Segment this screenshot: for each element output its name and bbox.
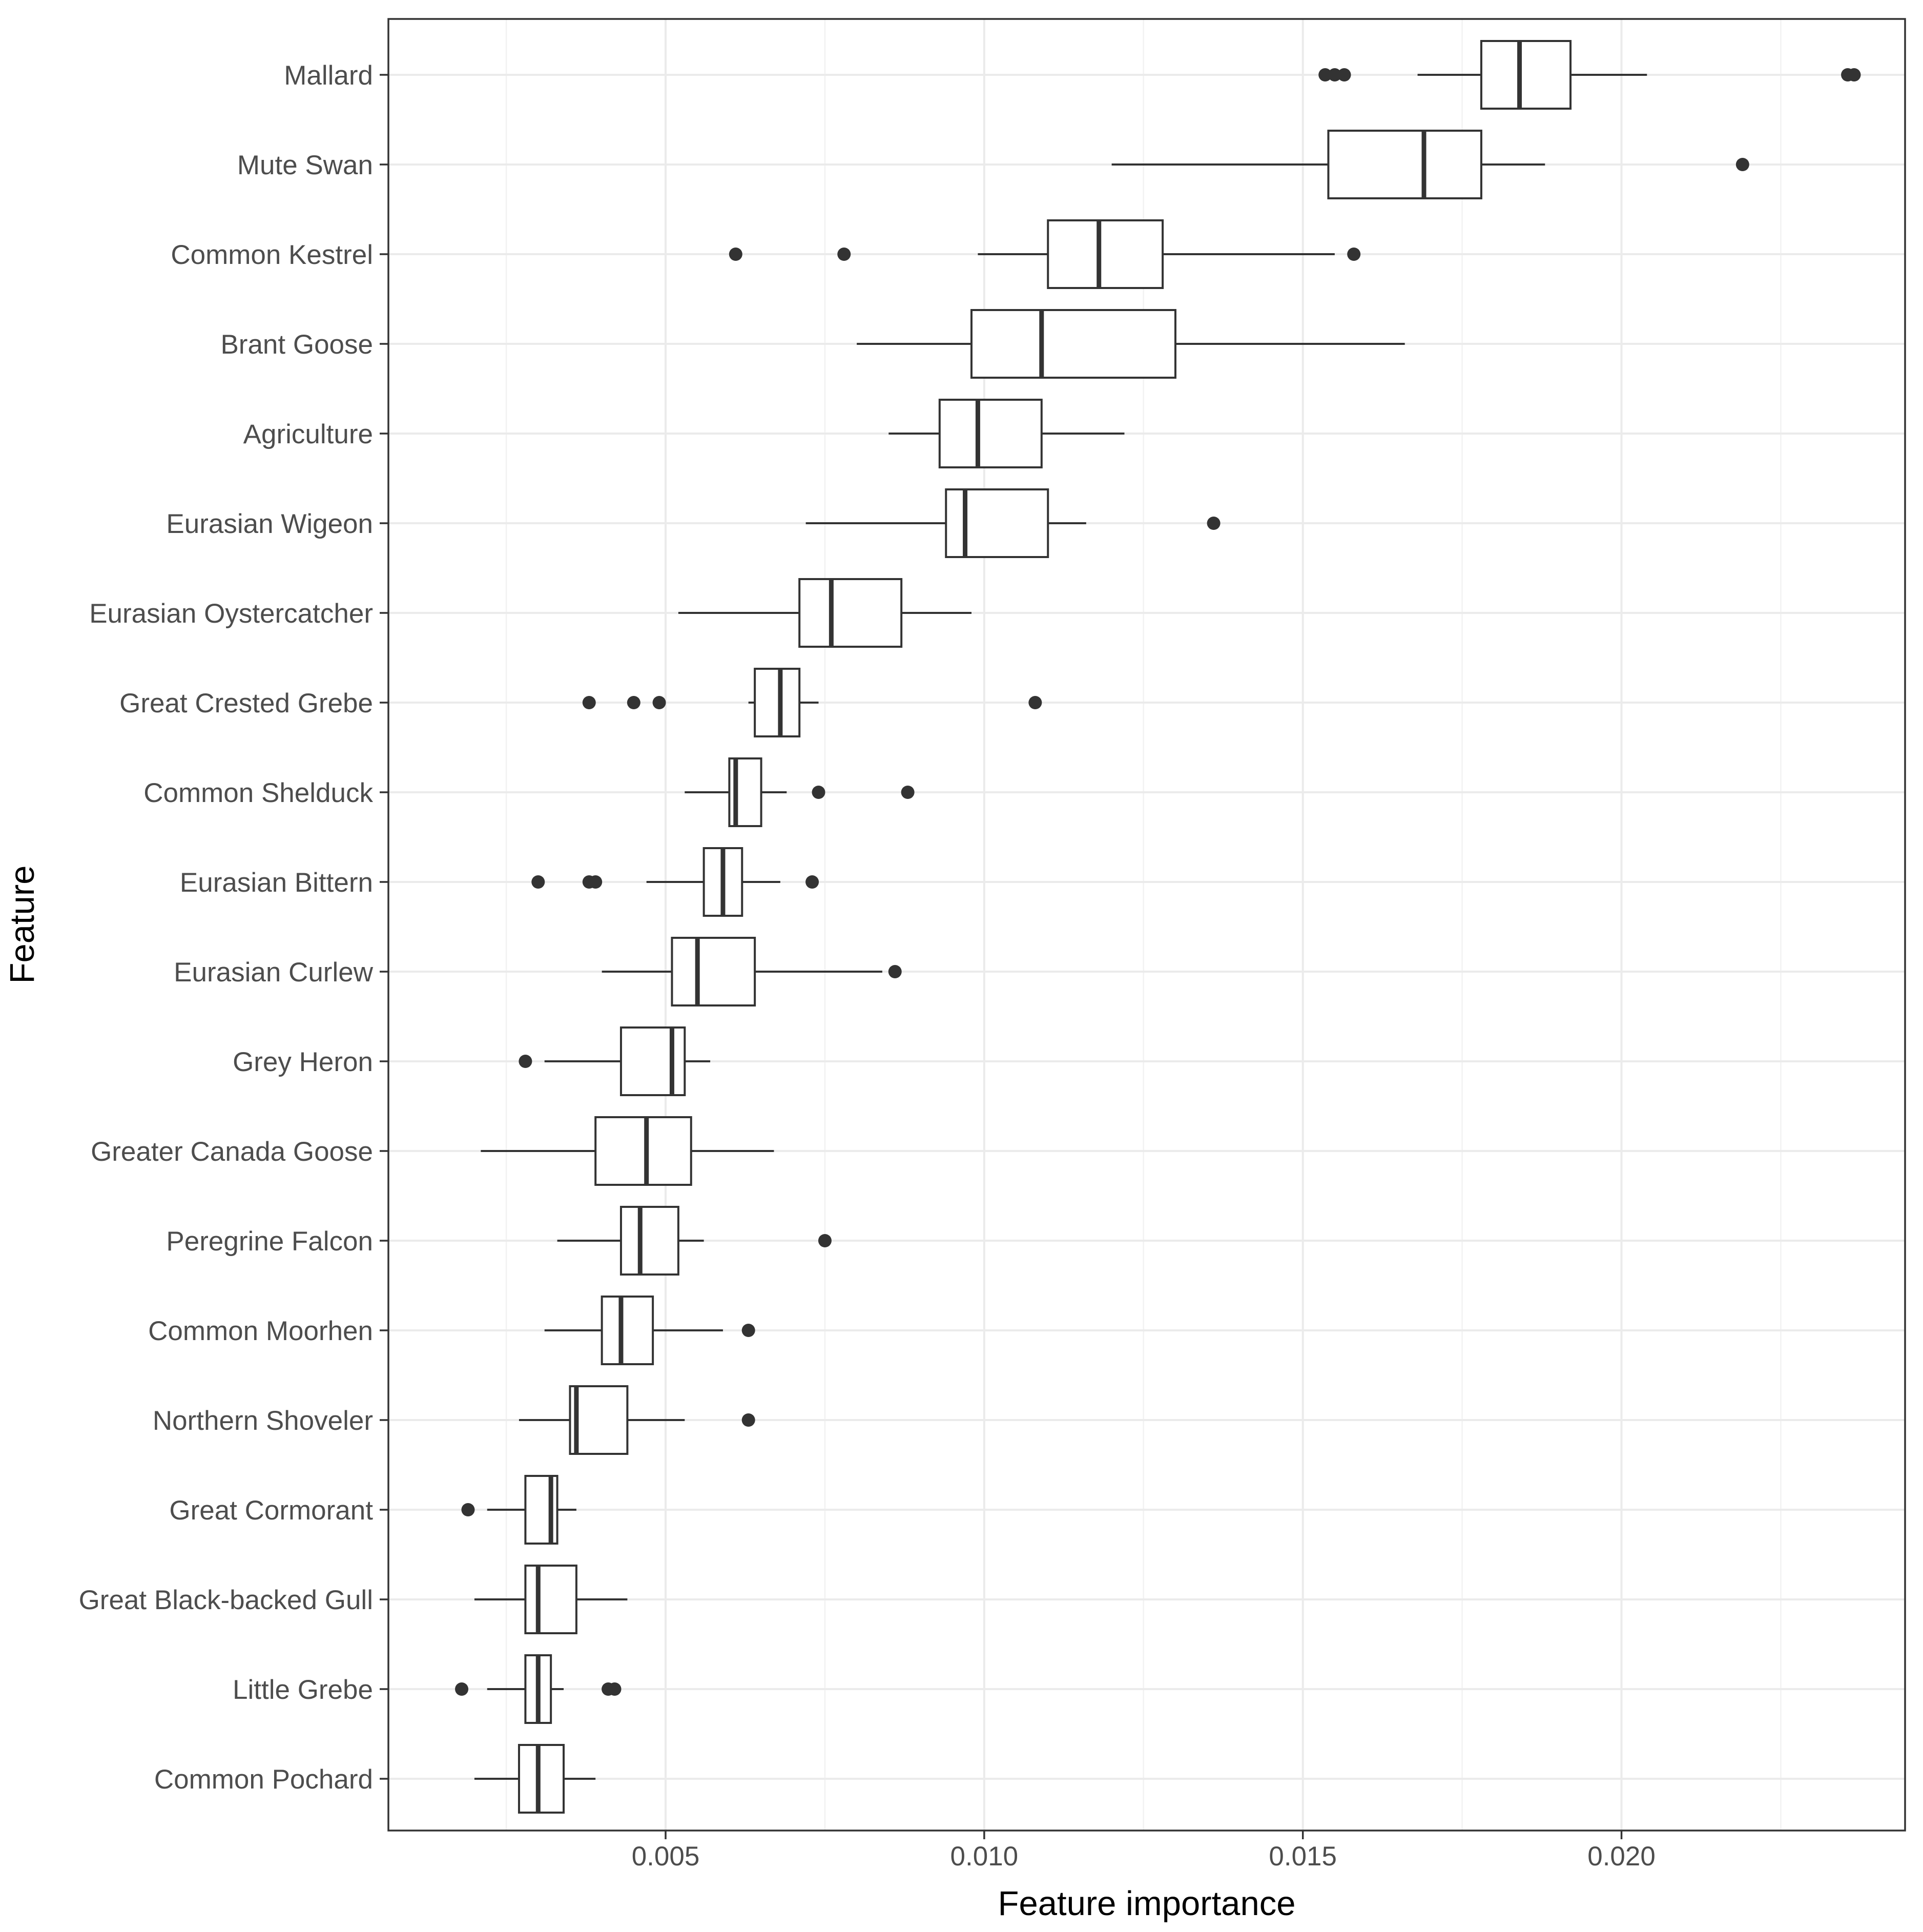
y-tick-label: Little Grebe bbox=[233, 1675, 373, 1705]
outlier-point bbox=[818, 1234, 832, 1247]
y-tick-label: Common Moorhen bbox=[148, 1316, 373, 1346]
outlier-point bbox=[1847, 68, 1861, 81]
y-tick-label: Grey Heron bbox=[233, 1047, 373, 1077]
iqr-box bbox=[619, 1206, 679, 1276]
y-tick-label: Great Black-backed Gull bbox=[79, 1585, 373, 1615]
boxes bbox=[455, 40, 1861, 1814]
y-tick-label: Peregrine Falcon bbox=[166, 1226, 373, 1257]
iqr-box bbox=[1327, 130, 1482, 199]
y-tick-label: Common Shelduck bbox=[143, 778, 373, 808]
outlier-point bbox=[608, 1682, 622, 1696]
y-axis-title: Feature bbox=[3, 866, 42, 984]
iqr-box bbox=[601, 1296, 654, 1365]
y-tick-label: Northern Shoveler bbox=[153, 1406, 373, 1436]
y-tick-label: Eurasian Oystercatcher bbox=[89, 599, 373, 629]
iqr-box bbox=[671, 937, 756, 1006]
iqr-box bbox=[945, 488, 1049, 558]
box-common-kestrel bbox=[729, 219, 1361, 289]
y-tick-label: Brant Goose bbox=[220, 330, 373, 360]
y-tick-label: Eurasian Wigeon bbox=[166, 509, 373, 539]
outlier-point bbox=[901, 786, 915, 799]
outlier-point bbox=[582, 696, 596, 709]
y-tick-label: Agriculture bbox=[243, 419, 373, 449]
y-tick-label: Mute Swan bbox=[237, 150, 373, 180]
outlier-point bbox=[1207, 517, 1221, 530]
box-mallard bbox=[1318, 40, 1861, 110]
y-tick-label: Eurasian Curlew bbox=[174, 957, 374, 988]
box-eurasian-oystercatcher bbox=[678, 578, 971, 648]
box-common-shelduck bbox=[685, 757, 915, 827]
y-tick-label: Common Kestrel bbox=[171, 240, 373, 270]
outlier-point bbox=[531, 875, 545, 889]
outlier-point bbox=[1337, 68, 1351, 81]
outlier-point bbox=[652, 696, 666, 709]
y-tick-label: Great Cormorant bbox=[169, 1495, 373, 1526]
box-great-black-backed-gull bbox=[474, 1565, 628, 1634]
box-common-pochard bbox=[474, 1744, 596, 1814]
box-great-crested-grebe bbox=[582, 668, 1042, 737]
panel-border bbox=[387, 18, 1906, 1832]
outlier-point bbox=[627, 696, 640, 709]
outlier-point bbox=[1328, 68, 1341, 81]
outlier-point bbox=[519, 1055, 532, 1068]
y-tick-label: Great Crested Grebe bbox=[119, 688, 373, 718]
box-eurasian-wigeon bbox=[805, 488, 1221, 558]
box-mute-swan bbox=[1111, 130, 1749, 199]
box-northern-shoveler bbox=[519, 1385, 755, 1455]
outlier-point bbox=[461, 1503, 475, 1516]
iqr-box bbox=[754, 668, 801, 737]
box-eurasian-curlew bbox=[602, 937, 902, 1006]
box-brant-goose bbox=[857, 309, 1405, 379]
box-eurasian-bittern bbox=[531, 847, 819, 917]
x-tick-label: 0.015 bbox=[1269, 1841, 1337, 1872]
box-little-grebe bbox=[455, 1654, 622, 1724]
y-tick-label: Common Pochard bbox=[154, 1764, 373, 1795]
iqr-box bbox=[798, 578, 903, 648]
outlier-point bbox=[812, 786, 825, 799]
outlier-point bbox=[888, 965, 902, 978]
iqr-box bbox=[524, 1565, 577, 1634]
outlier-point bbox=[741, 1413, 755, 1427]
outlier-point bbox=[837, 248, 851, 261]
y-tick-label: Eurasian Bittern bbox=[180, 868, 373, 898]
iqr-box bbox=[1480, 40, 1572, 110]
outlier-point bbox=[805, 875, 819, 889]
outlier-point bbox=[1347, 248, 1361, 261]
x-tick-label: 0.010 bbox=[950, 1841, 1019, 1872]
y-tick-label: Greater Canada Goose bbox=[91, 1137, 373, 1167]
outlier-point bbox=[455, 1682, 469, 1696]
box-common-moorhen bbox=[544, 1296, 755, 1365]
iqr-box bbox=[1047, 219, 1164, 289]
outlier-point bbox=[1318, 68, 1332, 81]
outlier-point bbox=[589, 875, 603, 889]
box-peregrine-falcon bbox=[557, 1206, 832, 1276]
iqr-box bbox=[594, 1116, 692, 1186]
box-great-cormorant bbox=[461, 1475, 576, 1545]
outlier-point bbox=[1028, 696, 1042, 709]
iqr-box bbox=[619, 1026, 686, 1096]
x-axis-title: Feature importance bbox=[998, 1884, 1296, 1923]
x-tick-label: 0.005 bbox=[632, 1841, 700, 1872]
iqr-box bbox=[569, 1385, 629, 1455]
iqr-box bbox=[970, 309, 1176, 379]
y-tick-label: Mallard bbox=[284, 60, 373, 91]
box-greater-canada-goose bbox=[481, 1116, 774, 1186]
iqr-box bbox=[938, 399, 1043, 468]
outlier-point bbox=[741, 1324, 755, 1337]
iqr-box bbox=[518, 1744, 565, 1814]
outlier-point bbox=[1735, 158, 1749, 171]
box-grey-heron bbox=[519, 1026, 711, 1096]
axes: Mallard Mute Swan Common Kestrel Brant Goos… bbox=[79, 60, 1656, 1872]
x-tick-label: 0.020 bbox=[1587, 1841, 1656, 1872]
outlier-point bbox=[729, 248, 742, 261]
box-agriculture bbox=[888, 399, 1125, 468]
